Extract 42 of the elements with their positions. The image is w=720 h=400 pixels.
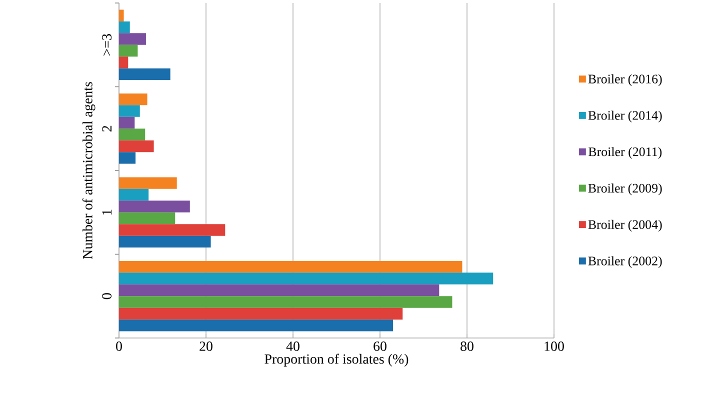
bar (119, 260, 462, 273)
bar (119, 236, 211, 248)
bar (119, 56, 128, 68)
legend-label: Broiler (2011) (588, 147, 662, 159)
y-tick-label: >=3 (102, 34, 112, 56)
legend-label: Broiler (2004) (588, 220, 662, 232)
bar (119, 10, 124, 22)
x-tick-label: 20 (200, 342, 212, 351)
bar (119, 44, 138, 57)
bar (119, 284, 440, 296)
legend-label: Broiler (2014) (588, 110, 662, 122)
bar (119, 68, 170, 80)
x-tick-label: 0 (116, 342, 122, 351)
bar (119, 272, 494, 284)
bar (119, 93, 148, 106)
x-tick-label: 40 (286, 342, 300, 351)
x-tick-label: 60 (374, 342, 386, 351)
x-tick-label: 100 (544, 342, 564, 351)
bar (119, 140, 154, 152)
bar (119, 128, 146, 140)
bar (119, 212, 176, 224)
y-tick-label: 1 (102, 210, 112, 215)
bar (119, 33, 146, 45)
legend-label: Broiler (2016) (588, 74, 662, 86)
bar (119, 152, 136, 164)
bar (119, 200, 190, 212)
bar (119, 224, 226, 236)
legend-label: Broiler (2009) (588, 183, 662, 196)
y-axis-title: Number of antimicrobial agents (82, 82, 96, 259)
bar (119, 21, 130, 34)
y-tick-label: 2 (102, 126, 112, 132)
bar (119, 320, 394, 332)
bar (119, 105, 140, 117)
bar (119, 177, 177, 189)
bar (119, 296, 452, 308)
bar (119, 116, 135, 129)
x-tick-label: 80 (460, 342, 474, 351)
legend-label: Broiler (2002) (588, 256, 662, 268)
bar (119, 188, 149, 201)
x-axis-title: Proportion of isolates (%) (264, 354, 408, 367)
y-tick-label: 0 (102, 293, 112, 300)
bar (119, 308, 403, 320)
